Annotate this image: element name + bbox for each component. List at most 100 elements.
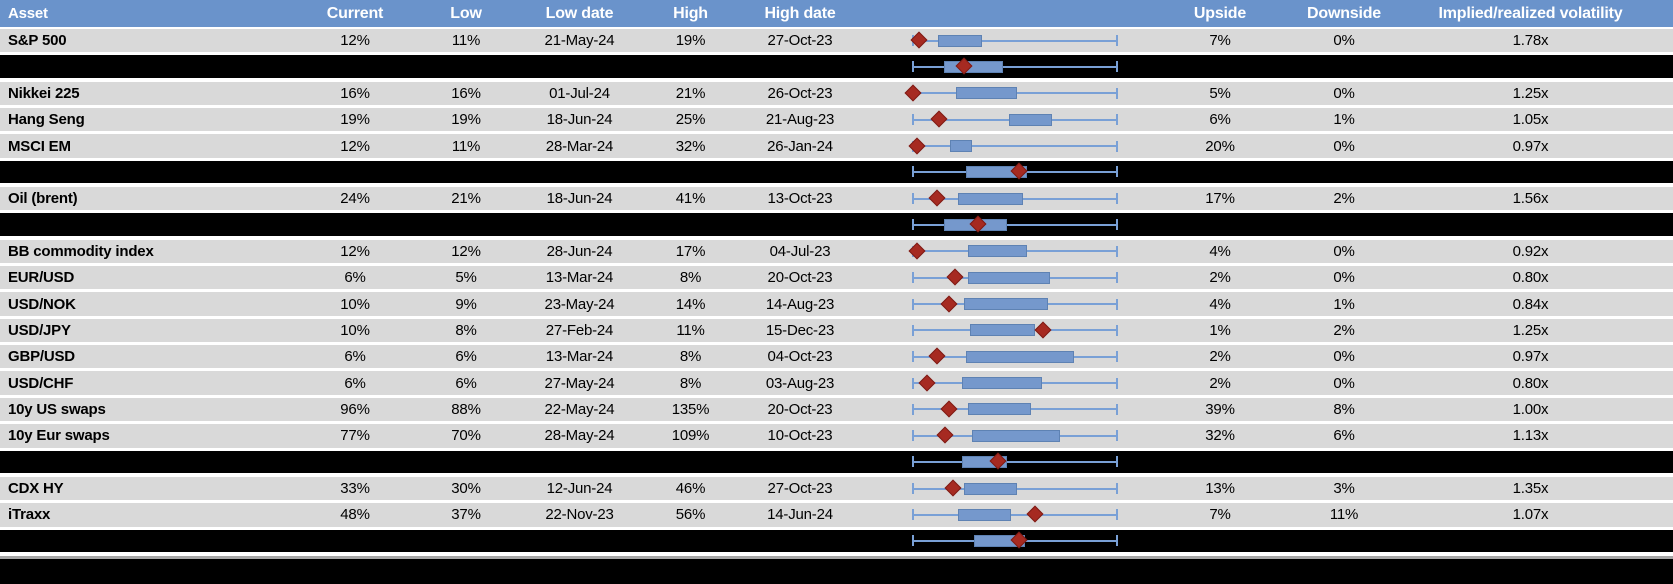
whisker-cap-left [912, 351, 914, 363]
asset-label: Hang Seng [8, 112, 85, 128]
current-value: 6% [344, 349, 366, 365]
high-value: 8% [679, 349, 702, 365]
boxplot-area [912, 398, 1118, 421]
high-value: 46% [675, 481, 706, 497]
boxplot-area [912, 371, 1118, 394]
downside-value: 0% [1333, 138, 1355, 154]
high-date-value: 27-Oct-23 [767, 33, 833, 49]
table-row: BB commodity index 12% 12% 28-Jun-24 17%… [0, 239, 1673, 267]
high-value: 32% [675, 138, 706, 154]
downside-value: 2% [1333, 322, 1355, 338]
low-date-value: 28-May-24 [544, 428, 615, 444]
high-value: 21% [675, 85, 706, 101]
high-date-value: 26-Oct-23 [767, 85, 833, 101]
current-value: 12% [340, 138, 370, 154]
current-diamond-marker [944, 479, 962, 497]
downside-value: 0% [1333, 349, 1355, 365]
boxplot-area [912, 477, 1118, 500]
boxplot-area [912, 503, 1118, 526]
asset-label: iTraxx [8, 507, 51, 523]
whisker-cap-right [1116, 219, 1118, 231]
boxplot-area [904, 82, 1118, 105]
downside-value: 0% [1333, 243, 1355, 259]
high-date-value: 14-Jun-24 [767, 507, 833, 523]
implied-realized-vol-value: 0.97x [1512, 349, 1549, 365]
whisker-cap-right [1116, 456, 1118, 468]
current-value: 33% [340, 481, 370, 497]
table-row: CDX HY 33% 30% 12-Jun-24 46% 27-Oct-23 1… [0, 476, 1673, 504]
asset-label: CDX HY [8, 481, 64, 497]
column-header-downside: Downside [1307, 5, 1381, 22]
table-row: USD/NOK 10% 9% 23-May-24 14% 14-Aug-23 4… [0, 292, 1673, 319]
downside-value: 3% [1333, 481, 1355, 497]
implied-realized-vol-value: 0.84x [1512, 296, 1549, 312]
table-header-row: Asset Current Low Low date High High dat… [0, 0, 1673, 29]
whisker-cap-right [1116, 324, 1118, 336]
whisker-cap-right [1116, 403, 1118, 415]
high-date-value: 04-Jul-23 [769, 243, 831, 259]
range-box [962, 377, 1042, 390]
boxplot-area [912, 266, 1118, 289]
whisker-cap-right [1116, 535, 1118, 547]
column-header-chart [856, 0, 1140, 27]
current-diamond-marker [1026, 505, 1044, 523]
range-box [968, 245, 1028, 258]
current-diamond-marker [936, 426, 954, 444]
boxplot-area [912, 108, 1118, 131]
low-date-value: 21-May-24 [544, 33, 615, 49]
current-diamond-marker [928, 347, 946, 365]
whisker-cap-left [912, 114, 914, 126]
table-row: GBP/USD 6% 6% 13-Mar-24 8% 04-Oct-23 2% … [0, 345, 1673, 372]
boxplot [856, 213, 1140, 235]
column-header-low: Low [450, 5, 482, 22]
implied-realized-vol-value: 0.97x [1512, 138, 1549, 154]
table-row [0, 450, 1673, 477]
boxplot-area [912, 292, 1118, 315]
current-diamond-marker [908, 137, 926, 155]
current-diamond-marker [946, 268, 964, 286]
table-row: USD/CHF 6% 6% 27-May-24 8% 03-Aug-23 2% … [0, 371, 1673, 398]
high-value: 8% [679, 375, 702, 391]
high-date-value: 26-Jan-24 [767, 138, 833, 154]
range-box [955, 87, 1017, 100]
downside-value: 0% [1333, 33, 1355, 49]
low-date-value: 18-Jun-24 [546, 112, 613, 128]
whisker-cap-left [912, 61, 914, 73]
low-value: 21% [451, 191, 481, 207]
boxplot-area [912, 451, 1118, 473]
whisker-cap-left [912, 377, 914, 389]
whisker-cap-left [912, 272, 914, 284]
upside-value: 4% [1209, 296, 1231, 312]
high-value: 11% [676, 322, 705, 338]
asset-label: EUR/USD [8, 270, 75, 286]
implied-realized-vol-value: 1.25x [1512, 85, 1549, 101]
boxplot [856, 451, 1140, 473]
upside-value: 2% [1209, 270, 1231, 286]
downside-value: 11% [1329, 507, 1359, 523]
asset-label: BB commodity index [8, 243, 154, 259]
boxplot [856, 82, 1140, 105]
range-box [972, 429, 1060, 442]
whisker-cap-right [1116, 272, 1118, 284]
low-value: 70% [451, 428, 481, 444]
low-date-value: 13-Mar-24 [545, 270, 614, 286]
asset-label: 10y US swaps [8, 401, 106, 417]
boxplot-area [912, 530, 1118, 552]
upside-value: 2% [1209, 349, 1231, 365]
table-body: S&P 500 12% 11% 21-May-24 19% 27-Oct-23 … [0, 29, 1673, 556]
range-box [949, 140, 973, 153]
low-date-value: 13-Mar-24 [545, 349, 614, 365]
whisker-cap-right [1116, 114, 1118, 126]
range-box [964, 482, 1017, 495]
boxplot [856, 345, 1140, 368]
high-date-value: 13-Oct-23 [767, 191, 833, 207]
upside-value: 39% [1205, 401, 1235, 417]
low-date-value: 01-Jul-24 [549, 85, 610, 101]
range-box [957, 192, 1024, 205]
current-value: 6% [344, 375, 366, 391]
low-date-value: 22-Nov-23 [545, 507, 614, 523]
whisker-line [913, 460, 1117, 463]
low-date-value: 18-Jun-24 [546, 191, 613, 207]
high-value: 25% [675, 112, 706, 128]
